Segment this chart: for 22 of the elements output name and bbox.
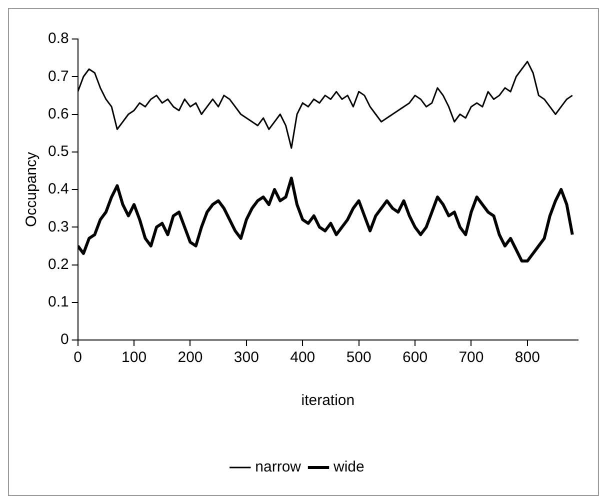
y-tick-label: 0.4 bbox=[48, 180, 69, 198]
y-tick-label: 0.7 bbox=[48, 68, 69, 85]
legend-label: narrow bbox=[255, 458, 302, 476]
x-axis-title: iteration bbox=[301, 392, 355, 410]
y-tick-label: 0.2 bbox=[48, 256, 69, 273]
y-tick-label: 0.6 bbox=[48, 105, 69, 122]
y-tick-label: 0.3 bbox=[48, 218, 69, 236]
x-tick-label: 500 bbox=[346, 349, 372, 366]
x-tick-label: 400 bbox=[290, 349, 316, 366]
x-tick-label: 300 bbox=[234, 349, 259, 366]
y-tick-label: 0.1 bbox=[48, 294, 69, 311]
y-tick-label: 0 bbox=[60, 331, 69, 348]
x-tick-label: 600 bbox=[402, 349, 428, 366]
y-axis-title: Occupancy bbox=[23, 151, 40, 228]
x-tick-label: 700 bbox=[458, 349, 484, 366]
x-tick-label: 200 bbox=[178, 349, 203, 366]
y-tick-label: 0.8 bbox=[48, 30, 69, 48]
x-tick-label: 0 bbox=[74, 349, 82, 366]
legend-label: wide bbox=[332, 458, 364, 476]
x-tick-label: 800 bbox=[514, 349, 540, 366]
x-tick-label: 100 bbox=[122, 349, 147, 366]
y-tick-label: 0.5 bbox=[48, 143, 69, 160]
